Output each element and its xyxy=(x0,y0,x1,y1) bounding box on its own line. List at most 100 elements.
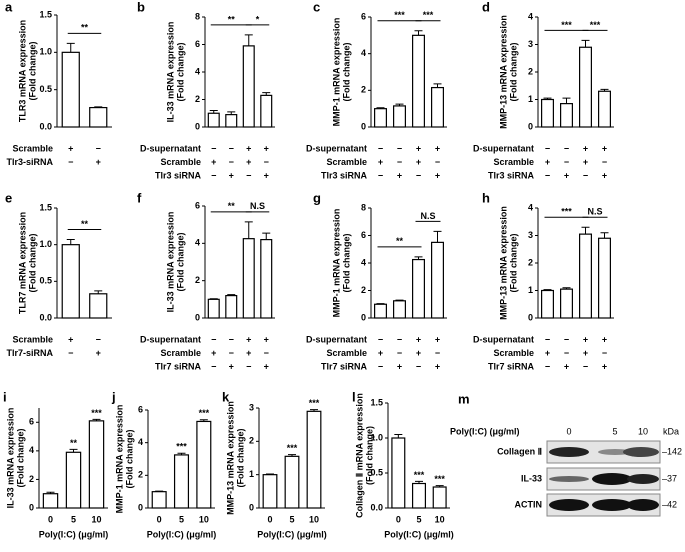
y-tick-label: 8 xyxy=(361,202,366,212)
condition-mark: + xyxy=(545,157,550,167)
significance-label: *** xyxy=(176,442,187,452)
condition-mark: + xyxy=(602,334,607,344)
bar xyxy=(61,244,80,319)
panel-label: c xyxy=(313,0,320,14)
condition-mark: + xyxy=(264,334,269,344)
bar xyxy=(89,106,108,128)
condition-mark: + xyxy=(68,143,73,153)
bar xyxy=(207,112,220,128)
condition-name: D-supernatant xyxy=(473,143,534,153)
bar xyxy=(374,303,387,319)
y-tick-label: 6 xyxy=(361,230,366,240)
error-bar xyxy=(433,230,442,243)
condition-mark: − xyxy=(211,334,216,344)
condition-mark: − xyxy=(229,143,234,153)
bar xyxy=(598,237,611,319)
condition-mark: + xyxy=(378,348,383,358)
panel-label: m xyxy=(458,391,470,406)
bar xyxy=(393,300,406,319)
condition-mark: + xyxy=(583,348,588,358)
condition-mark: + xyxy=(264,143,269,153)
bar xyxy=(225,295,238,319)
x-tick-label: 5 xyxy=(71,514,76,524)
error-bar xyxy=(288,454,296,457)
y-axis-label: (Fold change) xyxy=(341,43,351,102)
significance-label: *** xyxy=(91,408,102,418)
y-axis-label: (Fold change) xyxy=(364,426,374,485)
y-tick-label: 4 xyxy=(29,445,34,455)
y-tick-label: 0 xyxy=(249,502,254,512)
bar xyxy=(598,90,611,128)
condition-mark: + xyxy=(397,361,402,371)
condition-name: Scramble xyxy=(326,348,367,358)
error-bar xyxy=(227,294,236,296)
condition-name: Tlr7-siRNA xyxy=(6,348,53,358)
panel-label: e xyxy=(5,190,12,205)
y-tick-label: 2 xyxy=(29,474,34,484)
y-tick-label: 0.5 xyxy=(39,276,52,286)
dose-label: 5 xyxy=(612,426,617,436)
condition-mark: + xyxy=(564,170,569,180)
y-tick-label: 0 xyxy=(29,502,34,512)
error-bar xyxy=(581,39,590,48)
x-tick-label: 0 xyxy=(267,514,272,524)
condition-name: Scramble xyxy=(493,348,534,358)
condition-mark: − xyxy=(68,348,73,358)
significance-label: *** xyxy=(561,20,572,30)
condition-mark: − xyxy=(96,143,101,153)
panel-label: f xyxy=(137,190,142,205)
error-bar xyxy=(209,110,218,114)
error-bar xyxy=(600,88,609,92)
y-tick-label: 4 xyxy=(138,437,143,447)
error-bar xyxy=(435,485,444,487)
condition-mark: + xyxy=(246,334,251,344)
error-bar xyxy=(199,419,208,422)
y-tick-label: 0.0 xyxy=(39,312,52,322)
y-axis-label: (Fold change) xyxy=(508,43,518,102)
condition-mark: − xyxy=(545,143,550,153)
condition-mark: − xyxy=(602,348,607,358)
bar xyxy=(432,486,447,509)
condition-mark: + xyxy=(416,334,421,344)
panel-label: b xyxy=(137,0,145,14)
error-bar xyxy=(94,106,103,108)
condition-mark: − xyxy=(545,361,550,371)
condition-name: D-supernatant xyxy=(140,334,201,344)
error-bar xyxy=(46,491,55,494)
condition-mark: − xyxy=(583,361,588,371)
y-tick-label: 6 xyxy=(195,39,200,49)
y-tick-label: 0 xyxy=(195,121,200,131)
error-bar xyxy=(310,409,318,412)
y-axis-label: MMP-13 mRNA expression xyxy=(498,206,508,320)
condition-mark: + xyxy=(211,348,216,358)
error-bar xyxy=(414,30,423,36)
bar xyxy=(579,46,592,128)
condition-mark: − xyxy=(564,334,569,344)
y-axis-label: (Fold change) xyxy=(508,234,518,293)
error-bar xyxy=(262,232,271,240)
condition-mark: + xyxy=(435,334,440,344)
size-label: –37 xyxy=(662,473,677,483)
band xyxy=(623,447,659,457)
bar xyxy=(412,34,425,128)
x-tick-label: 0 xyxy=(157,514,162,524)
y-axis-label: (Fold change) xyxy=(27,42,37,101)
condition-mark: + xyxy=(264,361,269,371)
condition-mark: + xyxy=(416,143,421,153)
error-bar xyxy=(376,303,385,305)
significance-label: *** xyxy=(199,408,210,418)
condition-mark: + xyxy=(68,334,73,344)
bar xyxy=(225,114,238,128)
y-tick-label: 0.0 xyxy=(39,121,52,131)
y-tick-label: 4 xyxy=(195,66,200,76)
panel-label: j xyxy=(111,389,116,404)
y-tick-label: 2 xyxy=(195,94,200,104)
condition-mark: − xyxy=(229,348,234,358)
significance-label: *** xyxy=(561,207,572,217)
x-tick-label: 0 xyxy=(396,514,401,524)
condition-mark: − xyxy=(602,157,607,167)
significance-label: ** xyxy=(81,23,89,33)
bar xyxy=(242,45,255,128)
bar xyxy=(65,451,82,509)
